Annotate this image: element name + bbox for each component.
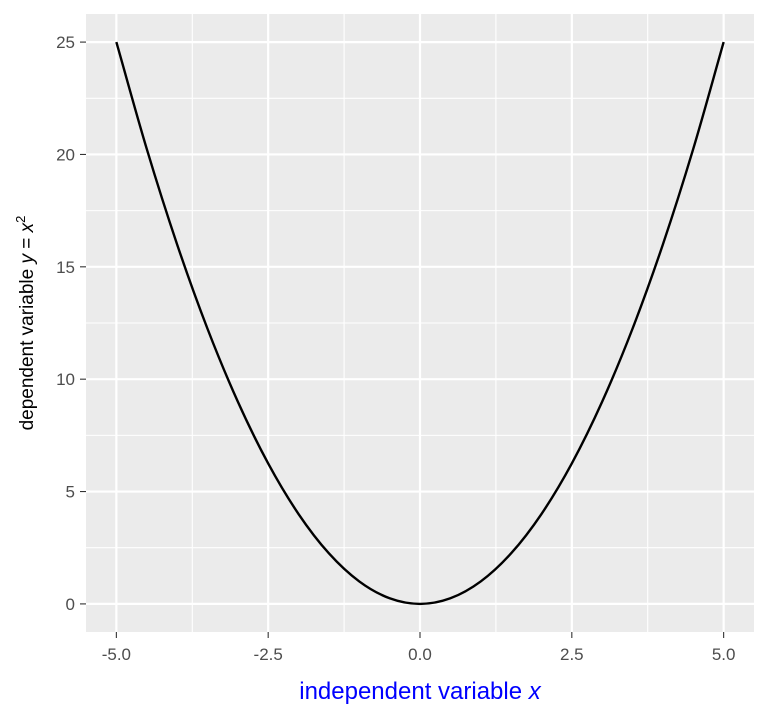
y-axis-label-var2: x: [17, 221, 38, 233]
y-tick-label: 10: [56, 370, 75, 389]
x-tick-label: 0.0: [408, 645, 432, 664]
y-tick-label: 5: [66, 483, 75, 502]
x-tick-label: -2.5: [254, 645, 283, 664]
y-tick-label: 0: [66, 595, 75, 614]
x-axis: -5.0 -2.5 0.0 2.5 5.0: [102, 632, 736, 664]
y-axis-label-var: y: [17, 252, 38, 265]
y-tick-label: 20: [56, 145, 75, 164]
x-tick-label: -5.0: [102, 645, 131, 664]
y-axis: 0 5 10 15 20 25: [56, 33, 86, 614]
x-tick-label: 2.5: [560, 645, 584, 664]
y-tick-label: 15: [56, 258, 75, 277]
x-axis-label-var: x: [528, 678, 542, 705]
x-axis-label-text: independent variable: [299, 678, 529, 705]
y-axis-label-eq: =: [17, 232, 38, 254]
y-axis-label-sup: 2: [13, 216, 28, 223]
y-axis-label: dependent variable y = x2: [13, 216, 38, 431]
x-axis-label: independent variable x: [299, 678, 542, 705]
x-tick-label: 5.0: [712, 645, 736, 664]
y-tick-label: 25: [56, 33, 75, 52]
series-line: [115, 41, 725, 606]
y-axis-label-text: dependent variable: [17, 263, 38, 430]
